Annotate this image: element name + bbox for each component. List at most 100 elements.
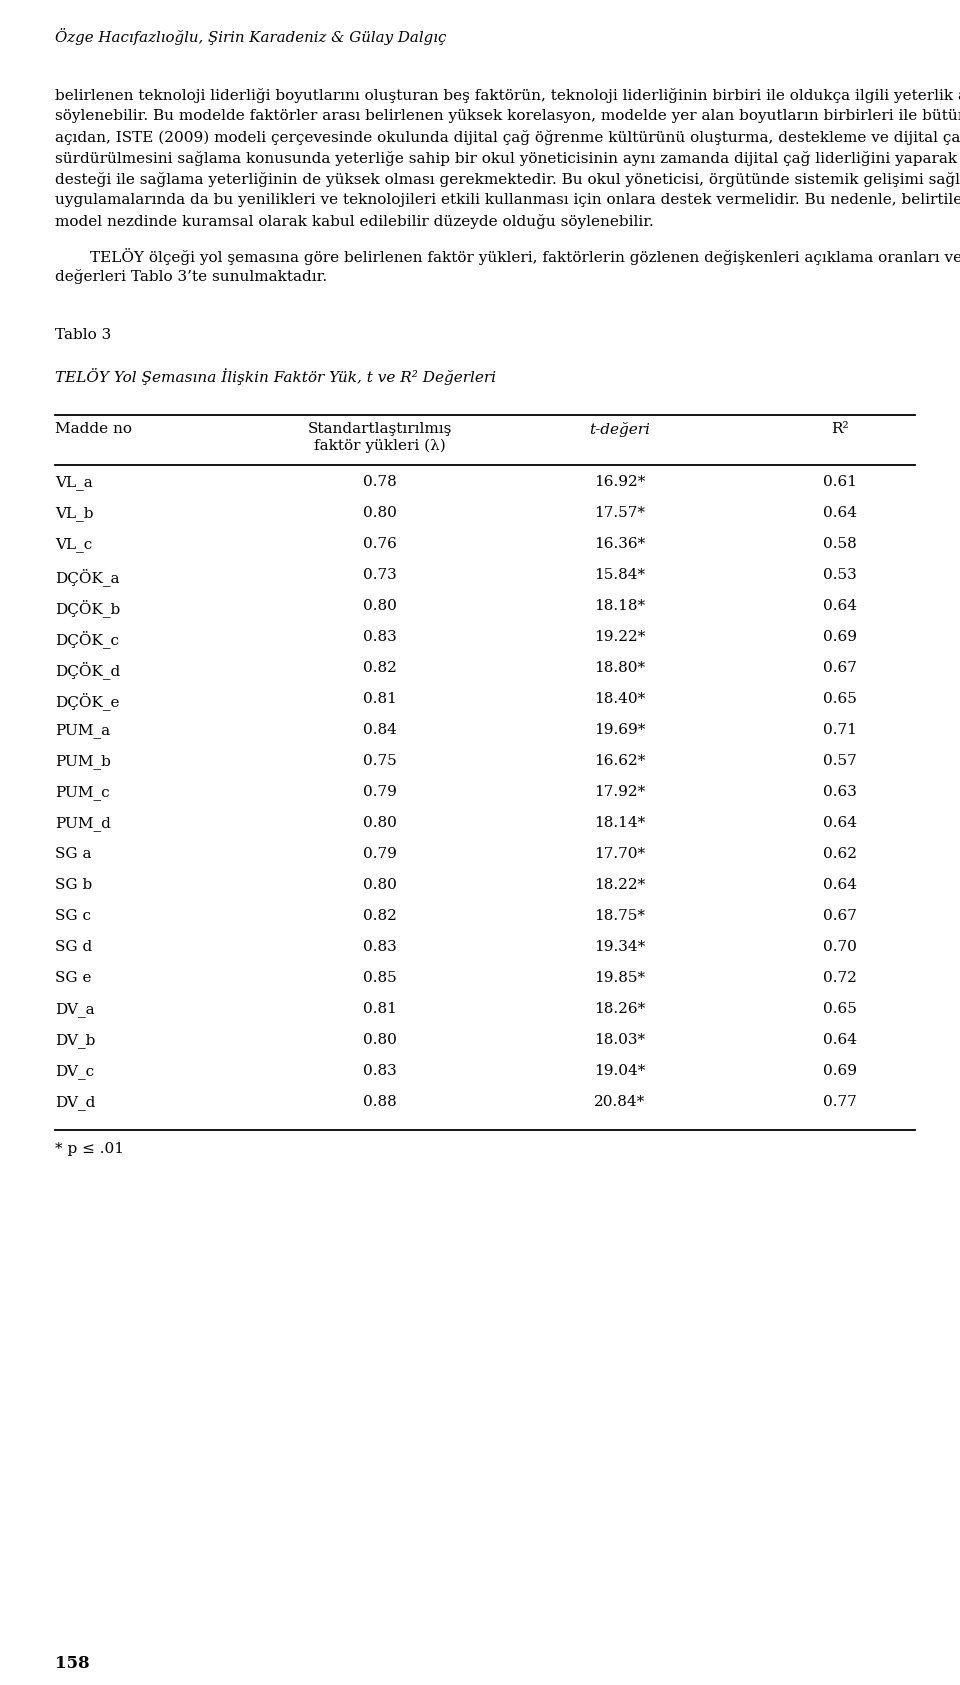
Text: 15.84*: 15.84* (594, 568, 645, 581)
Text: 0.75: 0.75 (363, 753, 396, 768)
Text: Standartlaştırılmış: Standartlaştırılmış (308, 421, 452, 436)
Text: 0.80: 0.80 (363, 816, 396, 831)
Text: belirlenen teknoloji liderliği boyutlarını oluşturan beş faktörün, teknoloji lid: belirlenen teknoloji liderliği boyutları… (55, 88, 960, 103)
Text: 0.64: 0.64 (823, 1033, 857, 1046)
Text: 0.80: 0.80 (363, 878, 396, 891)
Text: 0.81: 0.81 (363, 693, 396, 706)
Text: SG a: SG a (55, 848, 91, 861)
Text: 0.83: 0.83 (363, 940, 396, 954)
Text: 0.84: 0.84 (363, 723, 396, 736)
Text: 0.88: 0.88 (363, 1095, 396, 1109)
Text: 18.03*: 18.03* (594, 1033, 645, 1046)
Text: 0.83: 0.83 (363, 1063, 396, 1078)
Text: 18.75*: 18.75* (594, 908, 645, 923)
Text: 0.71: 0.71 (823, 723, 857, 736)
Text: uygulamalarında da bu yenilikleri ve teknolojileri etkili kullanması için onlara: uygulamalarında da bu yenilikleri ve tek… (55, 194, 960, 207)
Text: 0.80: 0.80 (363, 506, 396, 521)
Text: 0.79: 0.79 (363, 848, 396, 861)
Text: SG e: SG e (55, 971, 91, 986)
Text: 0.64: 0.64 (823, 598, 857, 613)
Text: söylenebilir. Bu modelde faktörler arası belirlenen yüksek korelasyon, modelde y: söylenebilir. Bu modelde faktörler arası… (55, 110, 960, 123)
Text: 19.34*: 19.34* (594, 940, 646, 954)
Text: 0.69: 0.69 (823, 1063, 857, 1078)
Text: 158: 158 (55, 1655, 89, 1672)
Text: 0.72: 0.72 (823, 971, 857, 986)
Text: 19.85*: 19.85* (594, 971, 645, 986)
Text: 0.80: 0.80 (363, 598, 396, 613)
Text: açıdan, ISTE (2009) modeli çerçevesinde okulunda dijital çağ öğrenme kültürünü o: açıdan, ISTE (2009) modeli çerçevesinde … (55, 130, 960, 145)
Text: VL_b: VL_b (55, 506, 93, 521)
Text: 0.85: 0.85 (363, 971, 396, 986)
Text: model nezdinde kuramsal olarak kabul edilebilir düzeyde olduğu söylenebilir.: model nezdinde kuramsal olarak kabul edi… (55, 214, 654, 229)
Text: 19.22*: 19.22* (594, 630, 646, 644)
Text: 0.70: 0.70 (823, 940, 857, 954)
Text: 0.65: 0.65 (823, 693, 857, 706)
Text: değerleri Tablo 3’te sunulmaktadır.: değerleri Tablo 3’te sunulmaktadır. (55, 270, 327, 285)
Text: 0.81: 0.81 (363, 1003, 396, 1016)
Text: 16.92*: 16.92* (594, 475, 646, 489)
Text: DÇÖK_b: DÇÖK_b (55, 598, 120, 617)
Text: * p ≤ .01: * p ≤ .01 (55, 1142, 124, 1156)
Text: DV_a: DV_a (55, 1003, 95, 1016)
Text: 0.76: 0.76 (363, 538, 396, 551)
Text: 0.64: 0.64 (823, 816, 857, 831)
Text: 0.61: 0.61 (823, 475, 857, 489)
Text: DÇÖK_d: DÇÖK_d (55, 661, 120, 679)
Text: 0.82: 0.82 (363, 908, 396, 923)
Text: VL_c: VL_c (55, 538, 92, 553)
Text: PUM_a: PUM_a (55, 723, 110, 738)
Text: 0.64: 0.64 (823, 506, 857, 521)
Text: DÇÖK_e: DÇÖK_e (55, 693, 119, 709)
Text: 0.69: 0.69 (823, 630, 857, 644)
Text: 18.22*: 18.22* (594, 878, 646, 891)
Text: SG c: SG c (55, 908, 91, 923)
Text: 0.79: 0.79 (363, 785, 396, 799)
Text: 16.62*: 16.62* (594, 753, 646, 768)
Text: PUM_c: PUM_c (55, 785, 109, 800)
Text: 19.69*: 19.69* (594, 723, 646, 736)
Text: DV_d: DV_d (55, 1095, 95, 1110)
Text: VL_a: VL_a (55, 475, 93, 490)
Text: desteği ile sağlama yeterliğinin de yüksek olması gerekmektedir. Bu okul yönetic: desteği ile sağlama yeterliğinin de yüks… (55, 172, 960, 187)
Text: 0.82: 0.82 (363, 661, 396, 676)
Text: SG d: SG d (55, 940, 92, 954)
Text: 0.53: 0.53 (823, 568, 857, 581)
Text: 0.73: 0.73 (363, 568, 396, 581)
Text: R²: R² (831, 421, 849, 436)
Text: faktör yükleri (λ): faktör yükleri (λ) (314, 440, 445, 453)
Text: Özge Hacıfazlıoğlu, Şirin Karadeniz & Gülay Dalgıç: Özge Hacıfazlıoğlu, Şirin Karadeniz & Gü… (55, 29, 446, 45)
Text: sürdürülmesini sağlama konusunda yeterliğe sahip bir okul yöneticisinin aynı zam: sürdürülmesini sağlama konusunda yeterli… (55, 152, 960, 167)
Text: TELÖY ölçeği yol şemasına göre belirlenen faktör yükleri, faktörlerin gözlenen d: TELÖY ölçeği yol şemasına göre belirlene… (90, 248, 960, 265)
Text: Tablo 3: Tablo 3 (55, 329, 111, 342)
Text: TELÖY Yol Şemasına İlişkin Faktör Yük, t ve R² Değerleri: TELÖY Yol Şemasına İlişkin Faktör Yük, t… (55, 367, 496, 384)
Text: 18.40*: 18.40* (594, 693, 646, 706)
Text: 0.67: 0.67 (823, 661, 857, 676)
Text: Madde no: Madde no (55, 421, 132, 436)
Text: PUM_b: PUM_b (55, 753, 110, 768)
Text: PUM_d: PUM_d (55, 816, 110, 831)
Text: 17.70*: 17.70* (594, 848, 645, 861)
Text: DÇÖK_a: DÇÖK_a (55, 568, 119, 586)
Text: 0.78: 0.78 (363, 475, 396, 489)
Text: 19.04*: 19.04* (594, 1063, 646, 1078)
Text: 20.84*: 20.84* (594, 1095, 646, 1109)
Text: 0.63: 0.63 (823, 785, 857, 799)
Text: 17.57*: 17.57* (594, 506, 645, 521)
Text: 0.80: 0.80 (363, 1033, 396, 1046)
Text: 0.83: 0.83 (363, 630, 396, 644)
Text: 16.36*: 16.36* (594, 538, 646, 551)
Text: SG b: SG b (55, 878, 92, 891)
Text: 0.57: 0.57 (823, 753, 857, 768)
Text: 0.67: 0.67 (823, 908, 857, 923)
Text: 0.64: 0.64 (823, 878, 857, 891)
Text: DV_b: DV_b (55, 1033, 95, 1048)
Text: DV_c: DV_c (55, 1063, 94, 1078)
Text: 18.14*: 18.14* (594, 816, 646, 831)
Text: 18.80*: 18.80* (594, 661, 645, 676)
Text: 0.77: 0.77 (823, 1095, 857, 1109)
Text: 0.62: 0.62 (823, 848, 857, 861)
Text: t-değeri: t-değeri (589, 421, 651, 436)
Text: 18.18*: 18.18* (594, 598, 645, 613)
Text: 17.92*: 17.92* (594, 785, 646, 799)
Text: 18.26*: 18.26* (594, 1003, 646, 1016)
